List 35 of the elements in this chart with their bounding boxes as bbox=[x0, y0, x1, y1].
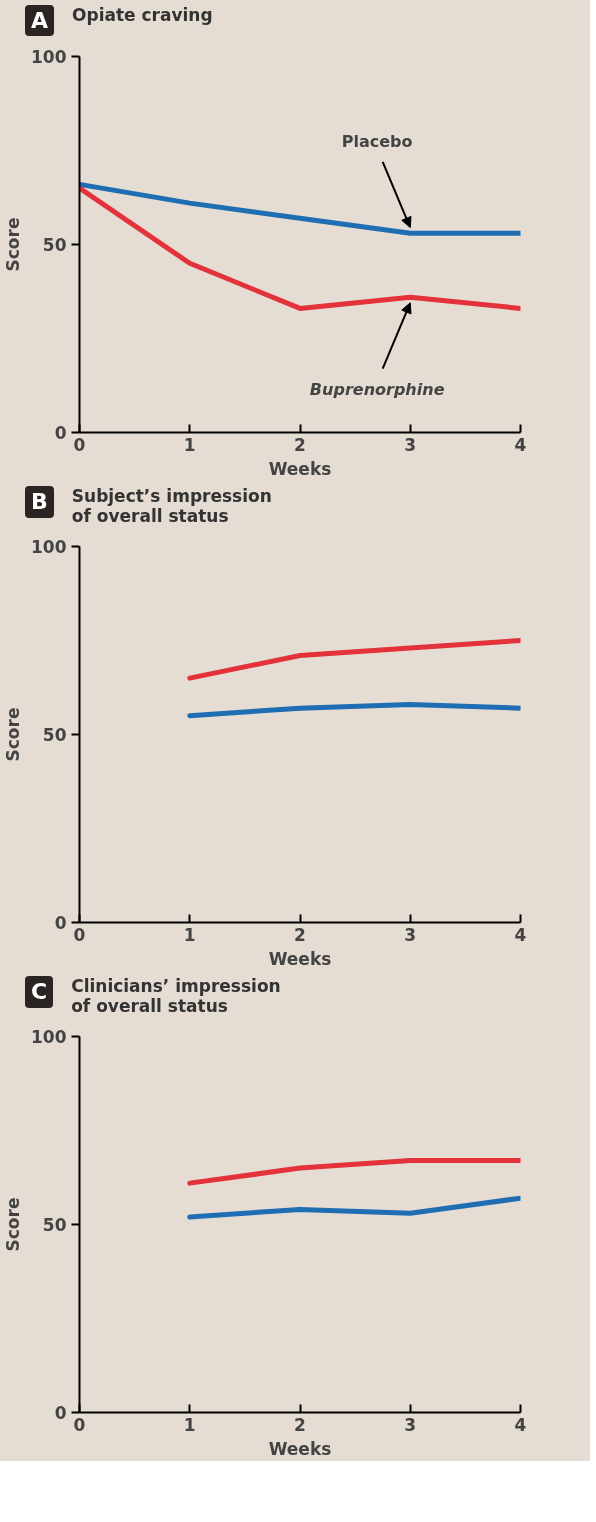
x-tick-label: 0 bbox=[73, 434, 86, 455]
y-axis-title: Score bbox=[3, 707, 24, 762]
x-tick-label: 2 bbox=[294, 924, 306, 945]
chart-title: Clinicians’ impression of overall status bbox=[71, 976, 281, 1017]
y-tick-label: 50 bbox=[42, 725, 67, 746]
x-tick-label: 2 bbox=[294, 1414, 306, 1435]
y-tick-label: 50 bbox=[42, 1215, 67, 1236]
text: Placebo bbox=[341, 131, 413, 151]
text: Buprenorphine bbox=[309, 380, 445, 400]
text: C bbox=[25, 976, 54, 1008]
x-tick-label: 0 bbox=[73, 1414, 86, 1435]
y-tick-label: 100 bbox=[31, 47, 67, 68]
x-tick-label: 4 bbox=[514, 1414, 527, 1435]
x-tick-label: 4 bbox=[514, 434, 527, 455]
y-axis-title: Score bbox=[3, 217, 24, 272]
chart-title: Opiate craving bbox=[72, 5, 213, 25]
text: A bbox=[25, 5, 55, 37]
chart-title: Subject’s impression of overall status bbox=[71, 486, 272, 527]
y-tick-label: 100 bbox=[31, 1027, 67, 1048]
y-tick-label: 100 bbox=[31, 537, 67, 558]
x-tick-label: 3 bbox=[404, 1414, 417, 1435]
y-tick-label: 50 bbox=[42, 235, 67, 256]
x-tick-label: 1 bbox=[183, 924, 196, 945]
text: B bbox=[25, 486, 54, 518]
x-tick-label: 1 bbox=[183, 434, 196, 455]
x-tick-label: 4 bbox=[514, 924, 527, 945]
x-tick-label: 3 bbox=[404, 434, 417, 455]
x-axis-title: Weeks bbox=[268, 458, 332, 479]
x-tick-label: 0 bbox=[73, 924, 86, 945]
x-tick-label: 2 bbox=[294, 434, 306, 455]
x-axis-title: Weeks bbox=[268, 1438, 332, 1459]
y-axis-title: Score bbox=[3, 1197, 24, 1252]
x-tick-label: 3 bbox=[404, 924, 417, 945]
x-axis-title: Weeks bbox=[268, 948, 332, 969]
x-tick-label: 1 bbox=[183, 1414, 196, 1435]
